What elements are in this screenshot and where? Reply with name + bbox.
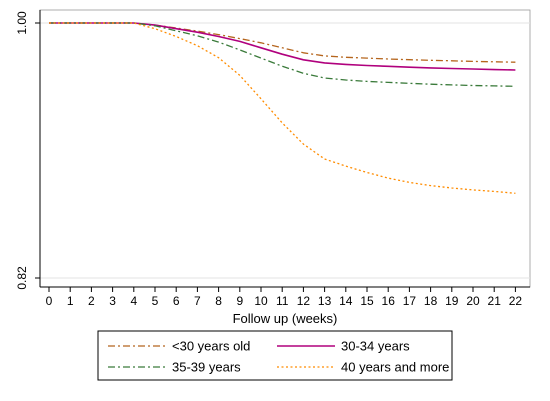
x-tick-label: 3 (109, 294, 116, 308)
legend-label: <30 years old (172, 339, 250, 354)
x-tick-label: 10 (254, 294, 268, 308)
x-tick-label: 14 (339, 294, 353, 308)
y-tick-label: 0.82 (15, 266, 29, 290)
series-line-2 (49, 22, 516, 71)
axes: 1.000.820 1 2 3 4 5 6 7 8 9 10 11 12 13 14 15 16 17 18 19 20… (15, 10, 530, 308)
legend: <30 years old 30-34 years 35-39 years 40 ye… (97, 330, 453, 381)
legend-label: 30-34 years (341, 339, 410, 354)
legend-label: 40 years and more (341, 360, 449, 375)
series-line-1 (49, 22, 516, 63)
x-tick-label: 18 (424, 294, 438, 308)
x-axis-title: Follow up (weeks) (233, 311, 338, 326)
series-line-4 (49, 22, 516, 194)
legend-box (97, 330, 453, 381)
x-tick-label: 11 (276, 294, 289, 308)
plot-frame (39, 9, 531, 288)
x-tick-label: 19 (445, 294, 459, 308)
x-tick-label: 9 (236, 294, 243, 308)
x-tick-label: 15 (360, 294, 374, 308)
x-tick-label: 17 (403, 294, 417, 308)
x-tick-label: 1 (67, 294, 74, 308)
x-tick-label: 7 (194, 294, 201, 308)
x-tick-label: 6 (173, 294, 180, 308)
x-tick-label: 0 (46, 294, 53, 308)
x-tick-label: 16 (382, 294, 396, 308)
x-tick-label: 8 (215, 294, 222, 308)
x-tick-label: 21 (488, 294, 502, 308)
x-tick-label: 20 (466, 294, 480, 308)
x-tick-label: 22 (509, 294, 523, 308)
x-tick-label: 12 (297, 294, 311, 308)
plot-area (39, 9, 531, 288)
x-tick-label: 2 (88, 294, 95, 308)
x-tick-label: 4 (130, 294, 137, 308)
legend-label: 35-39 years (172, 360, 241, 375)
y-tick-label: 1.00 (15, 11, 29, 35)
x-tick-label: 5 (152, 294, 159, 308)
x-tick-label: 13 (318, 294, 332, 308)
